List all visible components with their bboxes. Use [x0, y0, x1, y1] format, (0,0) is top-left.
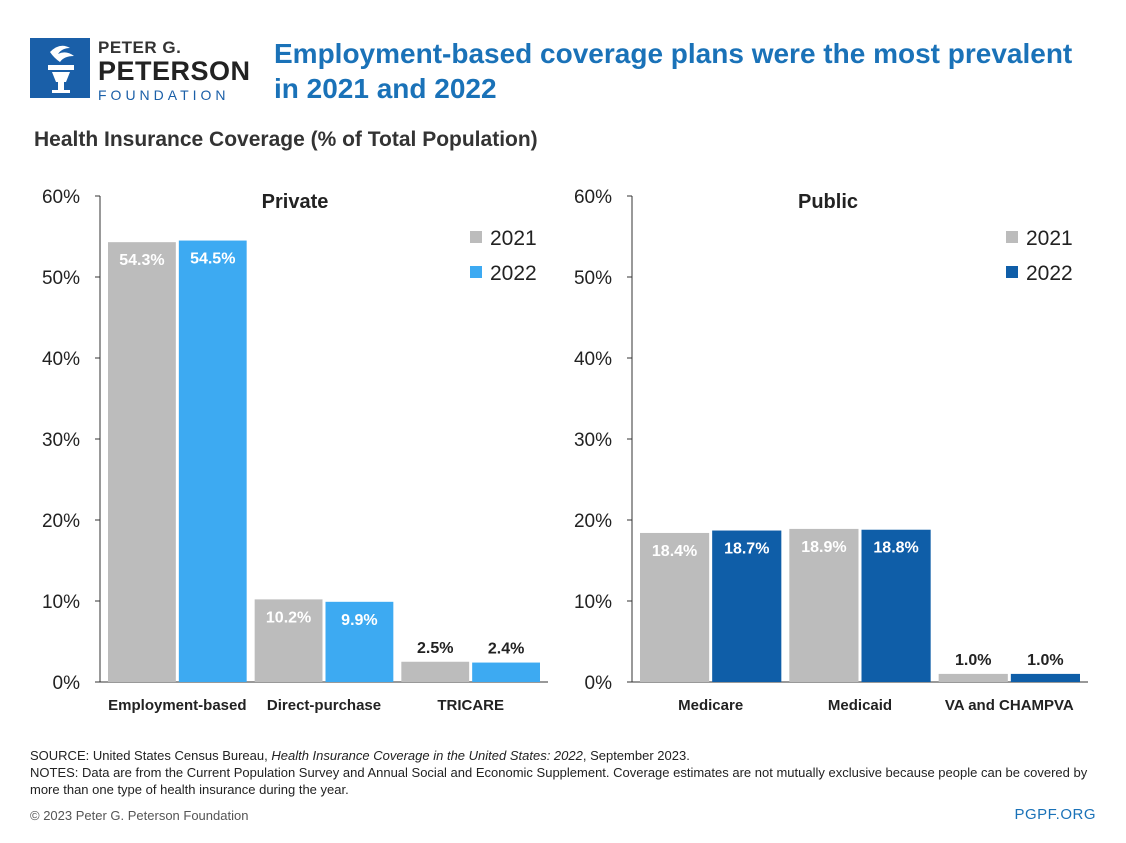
panel-1-bar-direct-purchase-2022 [325, 601, 394, 682]
panel-2-category-label: Medicare [678, 697, 743, 714]
panel-2-legend-swatch-2022 [1006, 266, 1018, 278]
panel-1-data-label: 9.9% [341, 612, 377, 629]
logo-line-1: PETER G. [98, 38, 182, 57]
panel-1-legend-swatch-2021 [470, 231, 482, 243]
panel-2-y-tick-label: 40% [574, 349, 612, 370]
panel-1-bar-employment-based-2021 [108, 242, 176, 683]
panel-2-bar-medicare-2022 [712, 530, 782, 682]
panel-1-data-label: 2.5% [417, 640, 453, 657]
logo-line-3: FOUNDATION [98, 87, 230, 103]
panel-2-y-tick-label: 50% [574, 268, 612, 289]
panel-2-bar-medicare-2021 [640, 532, 710, 682]
chart-title: Employment-based coverage plans were the… [274, 36, 1104, 106]
panel-1-category-label: Employment-based [108, 697, 246, 714]
panel-1-legend-label-2021: 2021 [490, 227, 537, 250]
panel-1-y-tick-label: 30% [42, 430, 80, 451]
source-label: SOURCE: United States Census Bureau, [30, 748, 268, 763]
panel-2-data-label: 1.0% [1027, 652, 1063, 669]
panel-2-category-label: Medicaid [828, 697, 892, 714]
panel-1-bar-tricare-2022 [472, 662, 540, 682]
panel-1-legend-swatch-2022 [470, 266, 482, 278]
logo-line-2: PETERSON [98, 56, 251, 86]
panel-2-legend-label-2022: 2022 [1026, 262, 1073, 285]
panel-2-bar-va-and-champva-2021 [938, 673, 1008, 682]
panel-1-y-tick-label: 0% [53, 673, 81, 694]
panel-2-data-label: 18.7% [724, 541, 769, 558]
peterson-foundation-logo: PETER G. PETERSON FOUNDATION [30, 38, 250, 103]
panel-2-y-tick-label: 20% [574, 511, 612, 532]
panel-2-bar-va-and-champva-2022 [1010, 673, 1080, 682]
panel-1-bar-tricare-2021 [401, 661, 470, 682]
chart-subtitle: Health Insurance Coverage (% of Total Po… [34, 128, 538, 151]
panel-2-category-label: VA and CHAMPVA [945, 697, 1074, 714]
panel-2-data-label: 18.8% [873, 540, 918, 557]
panel-1-y-tick-label: 40% [42, 349, 80, 370]
panel-1-y-tick-label: 50% [42, 268, 80, 289]
panel-1-category-label: TRICARE [437, 697, 504, 714]
source-line: SOURCE: United States Census Bureau, Hea… [30, 747, 1100, 764]
panel-2-data-label: 18.4% [652, 543, 697, 560]
panel-2-data-label: 18.9% [801, 539, 846, 556]
footer-notes: SOURCE: United States Census Bureau, Hea… [30, 747, 1100, 798]
source-title: Health Insurance Coverage in the United … [271, 748, 583, 763]
panel-1-data-label: 2.4% [488, 641, 524, 658]
panel-1-y-tick-label: 20% [42, 511, 80, 532]
panel-1-bar-direct-purchase-2021 [254, 599, 323, 682]
notes-text: NOTES: Data are from the Current Populat… [30, 765, 1088, 797]
panel-2-y-tick-label: 30% [574, 430, 612, 451]
source-rest: , September 2023. [582, 748, 690, 763]
panel-1-data-label: 54.3% [119, 252, 164, 269]
panel-1-title: Private [262, 191, 329, 213]
panel-2-y-tick-label: 60% [574, 187, 612, 208]
copyright: © 2023 Peter G. Peterson Foundation [30, 808, 249, 823]
site-link[interactable]: PGPF.ORG [1014, 806, 1096, 823]
chart-title-line-2: in 2021 and 2022 [274, 73, 497, 104]
panel-2-bar-medicaid-2021 [789, 528, 859, 682]
panel-2-title: Public [798, 191, 858, 213]
panel-1-data-label: 54.5% [190, 251, 235, 268]
torch-icon [30, 38, 90, 98]
panel-1-y-tick-label: 10% [42, 592, 80, 613]
panel-2-y-tick-label: 0% [585, 673, 613, 694]
panel-2-bar-medicaid-2022 [861, 529, 931, 682]
panel-1-bar-employment-based-2022 [178, 240, 247, 683]
panel-2-data-label: 1.0% [955, 652, 991, 669]
panel-1-data-label: 10.2% [266, 609, 311, 626]
panel-1-y-tick-label: 60% [42, 187, 80, 208]
panel-2-legend-label-2021: 2021 [1026, 227, 1073, 250]
panel-2-legend-swatch-2021 [1006, 231, 1018, 243]
panel-1-legend-label-2022: 2022 [490, 262, 537, 285]
panel-2-y-tick-label: 10% [574, 592, 612, 613]
chart-title-line-1: Employment-based coverage plans were the… [274, 38, 1073, 69]
panel-1-category-label: Direct-purchase [267, 697, 381, 714]
